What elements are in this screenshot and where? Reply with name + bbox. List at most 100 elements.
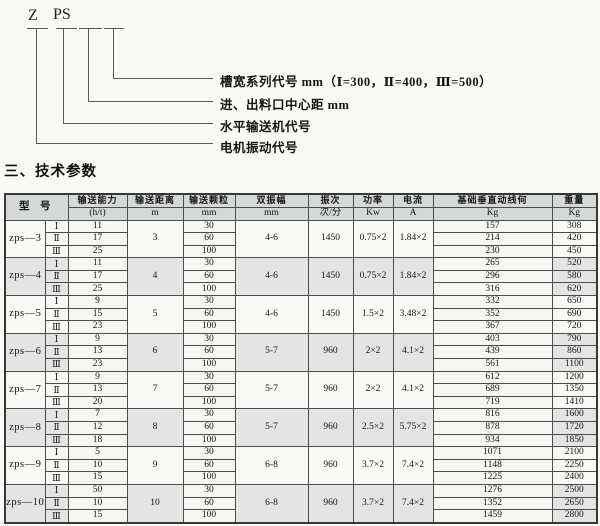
granule-cell: 30 <box>182 219 236 234</box>
granule-cell: 100 <box>182 358 236 372</box>
table-row: Ⅲ 25 100 316 620 <box>5 282 598 297</box>
distance-cell: 8 <box>126 408 184 448</box>
foundation-load-cell: 352 <box>432 307 553 322</box>
series-cell: Ⅲ <box>44 395 69 410</box>
foundation-load-cell: 1276 <box>432 483 553 498</box>
foundation-load-cell: 1352 <box>432 496 553 511</box>
granule-cell: 60 <box>182 232 236 246</box>
granule-cell: 100 <box>182 282 236 297</box>
granule-cell: 30 <box>182 295 236 309</box>
unit-power: Kw <box>352 206 394 221</box>
weight-cell: 308 <box>551 219 598 234</box>
foundation-load-cell: 265 <box>432 257 553 271</box>
weight-cell: 790 <box>551 332 598 347</box>
code-letter-ps: PS <box>53 6 71 23</box>
table-row: Ⅱ 15 60 352 690 <box>5 307 598 322</box>
capacity-cell: 10 <box>67 458 128 473</box>
foundation-load-cell: 1148 <box>432 458 553 473</box>
code-letter-z: Z <box>28 7 38 24</box>
unit-current: A <box>392 206 434 221</box>
frequency-cell: 960 <box>307 370 354 410</box>
foundation-load-cell: 214 <box>432 232 553 246</box>
series-cell: Ⅲ <box>44 471 69 485</box>
capacity-cell: 11 <box>67 257 128 271</box>
foundation-load-cell: 816 <box>432 408 553 422</box>
granule-cell: 100 <box>182 244 236 259</box>
table-row: zps—9 Ⅰ 5 9 30 6-8 960 3.7×2 7.4×2 1071 2100 <box>4 446 598 485</box>
weight-cell: 520 <box>551 257 598 271</box>
unit-granule: mm <box>182 206 236 221</box>
weight-cell: 2800 <box>551 509 598 524</box>
weight-cell: 1720 <box>551 421 598 435</box>
power-cell: 3.7×2 <box>352 446 394 485</box>
granule-cell: 60 <box>182 383 236 397</box>
current-cell: 5.75×2 <box>392 408 434 448</box>
distance-cell: 5 <box>126 295 184 334</box>
capacity-cell: 20 <box>67 395 128 410</box>
series-cell: Ⅰ <box>44 408 69 422</box>
granule-cell: 30 <box>182 332 236 347</box>
weight-cell: 650 <box>551 295 598 309</box>
weight-cell: 580 <box>551 269 598 284</box>
table-row: Ⅲ 20 100 719 1410 <box>5 395 598 410</box>
series-cell: Ⅱ <box>44 307 69 322</box>
table-row: zps—6 Ⅰ 9 6 30 5-7 960 2×2 4.1×2 403 790 <box>4 332 598 372</box>
table-row: zps—7 Ⅰ 9 7 30 5-7 960 2×2 4.1×2 612 1200 <box>4 370 598 410</box>
capacity-cell: 9 <box>67 332 128 347</box>
weight-cell: 1600 <box>551 408 598 422</box>
connector-line <box>36 143 213 144</box>
foundation-load-cell: 934 <box>432 433 553 448</box>
current-cell: 1.84×2 <box>392 219 434 259</box>
weight-cell: 620 <box>551 282 598 297</box>
model-cell: zps—6 <box>4 332 46 372</box>
power-cell: 0.75×2 <box>352 219 394 259</box>
amplitude-cell: 5-7 <box>234 370 309 410</box>
connector-line <box>113 28 114 78</box>
connector-line <box>113 78 213 79</box>
model-cell: zps—4 <box>4 257 46 297</box>
table-row: Ⅲ 18 100 934 1850 <box>5 433 598 448</box>
granule-cell: 60 <box>182 345 236 360</box>
code-tick <box>56 28 77 29</box>
current-cell: 4.1×2 <box>392 370 434 410</box>
model-cell: zps—7 <box>4 370 46 410</box>
frequency-cell: 960 <box>307 446 354 485</box>
series-cell: Ⅰ <box>44 257 69 271</box>
granule-cell: 100 <box>182 320 236 334</box>
current-cell: 7.4×2 <box>392 446 434 485</box>
weight-cell: 2650 <box>551 496 598 511</box>
foundation-load-cell: 439 <box>432 345 553 360</box>
connector-line <box>88 101 213 102</box>
series-cell: Ⅱ <box>44 383 69 397</box>
weight-cell: 2400 <box>551 471 598 485</box>
series-cell: Ⅱ <box>44 269 69 284</box>
series-cell: Ⅱ <box>44 232 69 246</box>
foundation-load-cell: 689 <box>432 383 553 397</box>
table-row: zps—10 Ⅰ 50 10 30 6-8 960 3.7×2 7.4×2 1276 2500 <box>4 483 598 524</box>
foundation-load-cell: 1225 <box>432 471 553 485</box>
connector-line <box>36 28 37 143</box>
capacity-cell: 13 <box>67 345 128 360</box>
weight-cell: 2100 <box>551 446 598 460</box>
capacity-cell: 7 <box>67 408 128 422</box>
capacity-cell: 25 <box>67 282 128 297</box>
granule-cell: 30 <box>182 370 236 385</box>
header-frequency: 振次 <box>307 193 354 208</box>
granule-cell: 100 <box>182 471 236 485</box>
granule-cell: 60 <box>182 307 236 322</box>
unit-weight: Kg <box>551 206 598 221</box>
capacity-cell: 23 <box>67 358 128 372</box>
granule-cell: 60 <box>182 458 236 473</box>
table-row: zps—5 Ⅰ 9 5 30 4-6 1450 1.5×2 3.48×2 332 650 <box>4 295 598 334</box>
connector-line <box>88 28 89 101</box>
series-cell: Ⅰ <box>44 219 69 234</box>
distance-cell: 9 <box>126 446 184 485</box>
weight-cell: 690 <box>551 307 598 322</box>
capacity-cell: 50 <box>67 483 128 498</box>
amplitude-cell: 5-7 <box>234 332 309 372</box>
header-distance: 输送距离 <box>126 193 184 208</box>
series-cell: Ⅲ <box>44 282 69 297</box>
capacity-cell: 17 <box>67 232 128 246</box>
unit-capacity: (h/t) <box>67 206 128 221</box>
foundation-load-cell: 403 <box>432 332 553 347</box>
